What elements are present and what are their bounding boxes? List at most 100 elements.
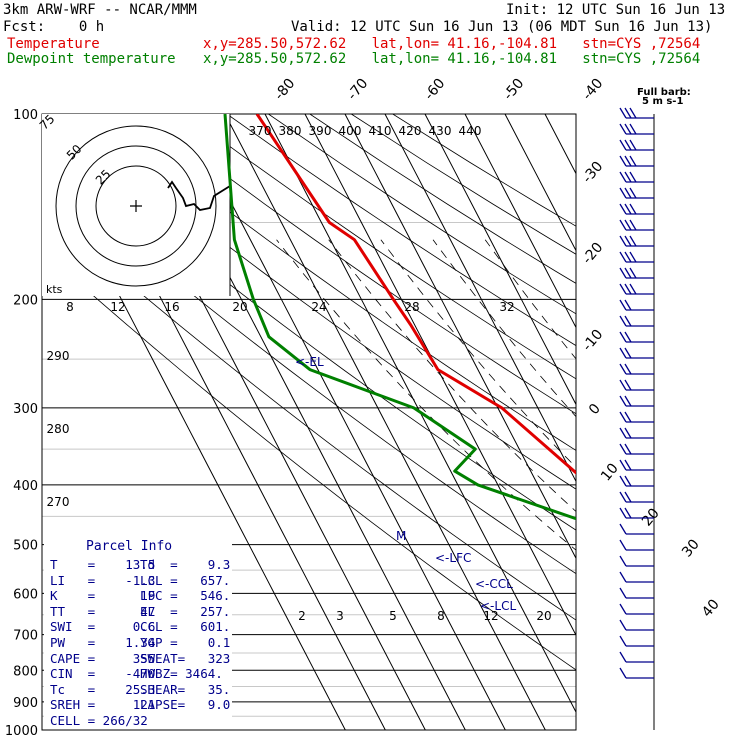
wind-barb [619,267,654,279]
mixing-ratio-label: 5 [389,609,397,623]
wind-barb-flag [619,619,627,631]
wind-barb [619,635,654,647]
isotherm-line [344,114,576,560]
wind-barb [619,651,654,663]
wind-barb-flag [624,299,632,311]
parcel-level-annotation: M [396,529,406,543]
wind-barb-flag [624,331,632,343]
pressure-tick-label: 200 [13,293,38,308]
wind-barb-flag [619,315,627,327]
wind-barb-flag [619,411,627,423]
pressure-tick-label: 800 [13,664,38,679]
wind-barb-flag [629,203,637,215]
isotherm-label: -40 [579,76,606,104]
wind-barb [619,571,654,583]
wind-barb [619,603,654,615]
wind-barb-flag [629,235,637,247]
wind-barb [619,443,654,455]
wind-barb [619,283,654,295]
wind-barb [619,459,654,471]
pressure-tick-label: 600 [13,587,38,602]
wind-barb-flag [624,187,632,199]
wind-barb [619,523,654,535]
isotherm-line [665,114,740,730]
pressure-tick-label: 900 [13,696,38,711]
wind-barb-flag [629,219,637,231]
isotherm-label: -10 [579,327,606,355]
wind-barb-flag [619,395,627,407]
wind-barb-flag [629,107,637,119]
wind-barb [619,667,654,679]
wind-barb-flag [619,187,627,199]
wind-barb-flag [624,107,632,119]
wind-barb-flag [619,523,627,535]
isotherm-line [464,114,576,329]
wind-barb-flag [624,235,632,247]
wind-barb-flag [624,155,632,167]
wind-barb [619,299,654,311]
wind-barb-flag [624,347,632,359]
wind-barb-flag [619,459,627,471]
hodograph-speed-tick: 16 [164,300,179,314]
wind-barb-flag [619,651,627,663]
theta-side-label: 270 [47,495,70,509]
valid-time: Valid: 12 UTC Sun 16 Jun 13 (06 MDT Sun … [291,19,713,35]
wind-barb-flag [619,235,627,247]
wind-barb [619,107,654,119]
isotherm-label: 30 [679,536,703,560]
isotherm-line [224,114,546,730]
wind-barb-flag [619,635,627,647]
legend-dewpoint-info: x,y=285.50,572.62 lat,lon= 41.16,-104.81… [203,51,701,67]
wind-barb-flag [624,475,632,487]
legend-temperature-name: Temperature [7,36,100,52]
mixing-ratio-label: 3 [336,609,344,623]
parcel-info-left: CELL = 266/32 [50,713,148,728]
dry-adiabat [42,132,576,531]
wind-barb [619,187,654,199]
wind-barb-flag [624,267,632,279]
wind-barb-flag [624,459,632,471]
wind-barb [619,555,654,567]
dry-adiabat [392,114,576,227]
wind-barb-flag [619,203,627,215]
hodograph-trace [167,180,231,211]
wind-barb-flag [624,139,632,151]
parcel-info-right: SWEAT= 323 [140,650,231,666]
wind-barb-flag [624,427,632,439]
wind-barb-flag [619,539,627,551]
parcel-level-annotation: <-LFC [435,551,471,565]
wind-barb [619,235,654,247]
isotherm-line [304,114,576,637]
theta-label: 390 [309,124,332,138]
wind-barb-flag [629,267,637,279]
isotherm-line [64,114,386,730]
theta-label: 380 [279,124,302,138]
wind-barb-flag [619,571,627,583]
wind-barb [619,475,654,487]
isotherm-label: 10 [598,460,622,484]
wind-barb-flag [619,507,627,519]
parcel-info-left: SREH = 121 [50,697,156,713]
hodograph-speed-tick: 28 [404,300,419,314]
wind-barb [619,315,654,327]
wind-barb-flag [619,491,627,503]
hodograph-speed-tick: 20 [232,300,247,314]
mixing-ratio-label: 2 [298,609,306,623]
pressure-tick-label: 700 [13,629,38,644]
hodograph-speed-tick: 32 [499,300,514,314]
hodograph-speed-tick: 8 [66,300,74,314]
wind-barb-flag [629,187,637,199]
wind-barb-flag [624,379,632,391]
wind-barb-legend-line2: 5 m s-1 [642,96,683,107]
wind-barb-flag [629,283,637,295]
isotherm-line [585,114,740,730]
wind-barb-flag [629,139,637,151]
parcel-info-right: LFC = 546. [140,588,231,604]
wind-barb [619,539,654,551]
parcel-info-right: CCL = 601. [140,619,231,635]
wind-barb-flag [624,363,632,375]
mixing-ratio-label: 12 [483,609,498,623]
isotherm-line [144,114,466,730]
wind-barb-flag [624,219,632,231]
